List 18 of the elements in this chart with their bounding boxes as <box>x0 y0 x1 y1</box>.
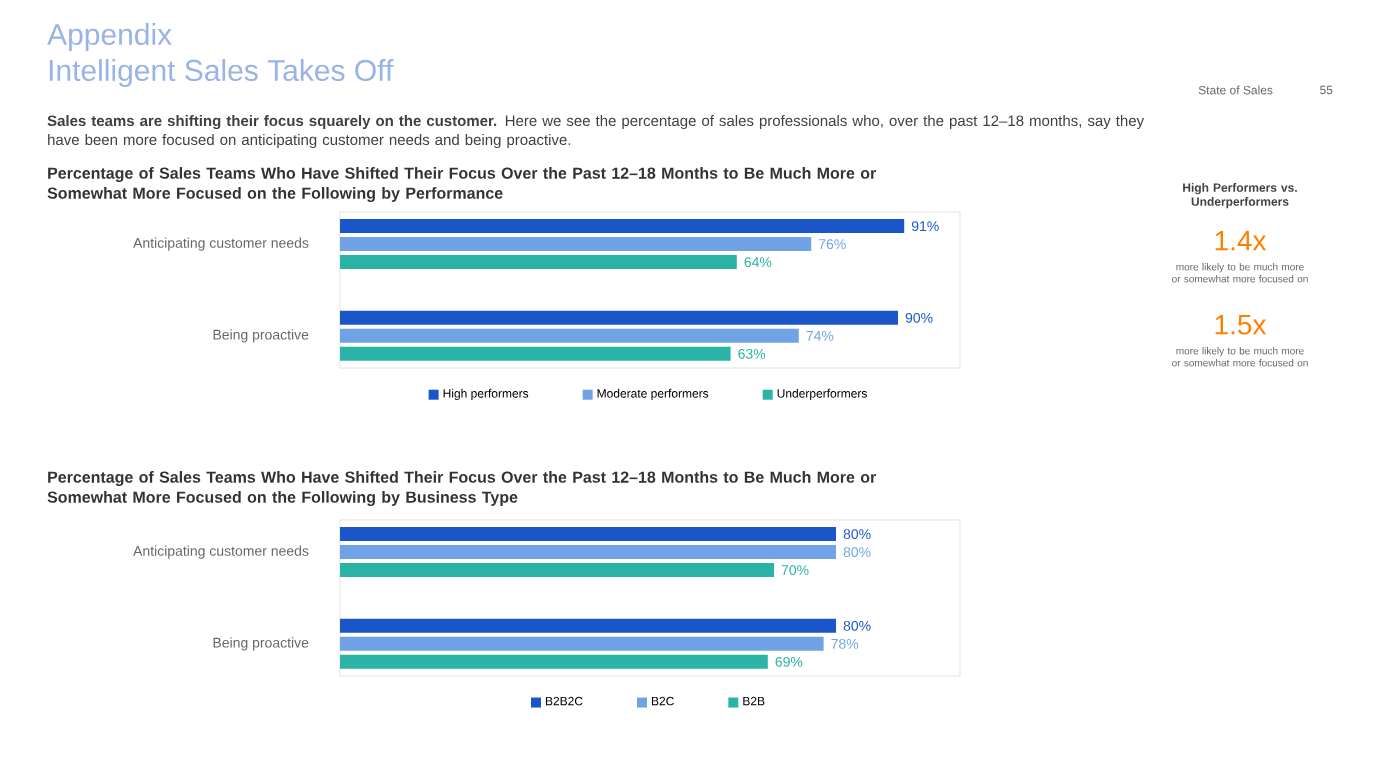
text: Appendix <box>47 23 172 51</box>
bar <box>340 636 824 651</box>
bar <box>340 310 898 325</box>
text: Intelligent Sales Takes Off <box>49 59 394 87</box>
bar <box>340 237 812 252</box>
bar <box>340 255 737 270</box>
bar <box>340 219 905 234</box>
bar <box>340 328 799 343</box>
bar <box>340 545 836 560</box>
bar <box>340 654 768 669</box>
bar <box>340 618 836 633</box>
bar <box>340 346 731 361</box>
bar <box>340 527 836 542</box>
text: 1.5x <box>1215 315 1267 335</box>
chart-title: Percentage of Sales Teams Who Have Shifted Their Focus Over the Past 12–18 Months to Be Much More or Somewhat More Focused on the Following by Business Type <box>47 471 877 507</box>
bar <box>340 563 774 578</box>
chart-title: Percentage of Sales Teams Who Have Shifted Their Focus Over the Past 12–18 Months to Be Much More or Somewhat More Focused on the Following by Performance <box>47 167 877 203</box>
text: 1.4x <box>1215 231 1267 251</box>
